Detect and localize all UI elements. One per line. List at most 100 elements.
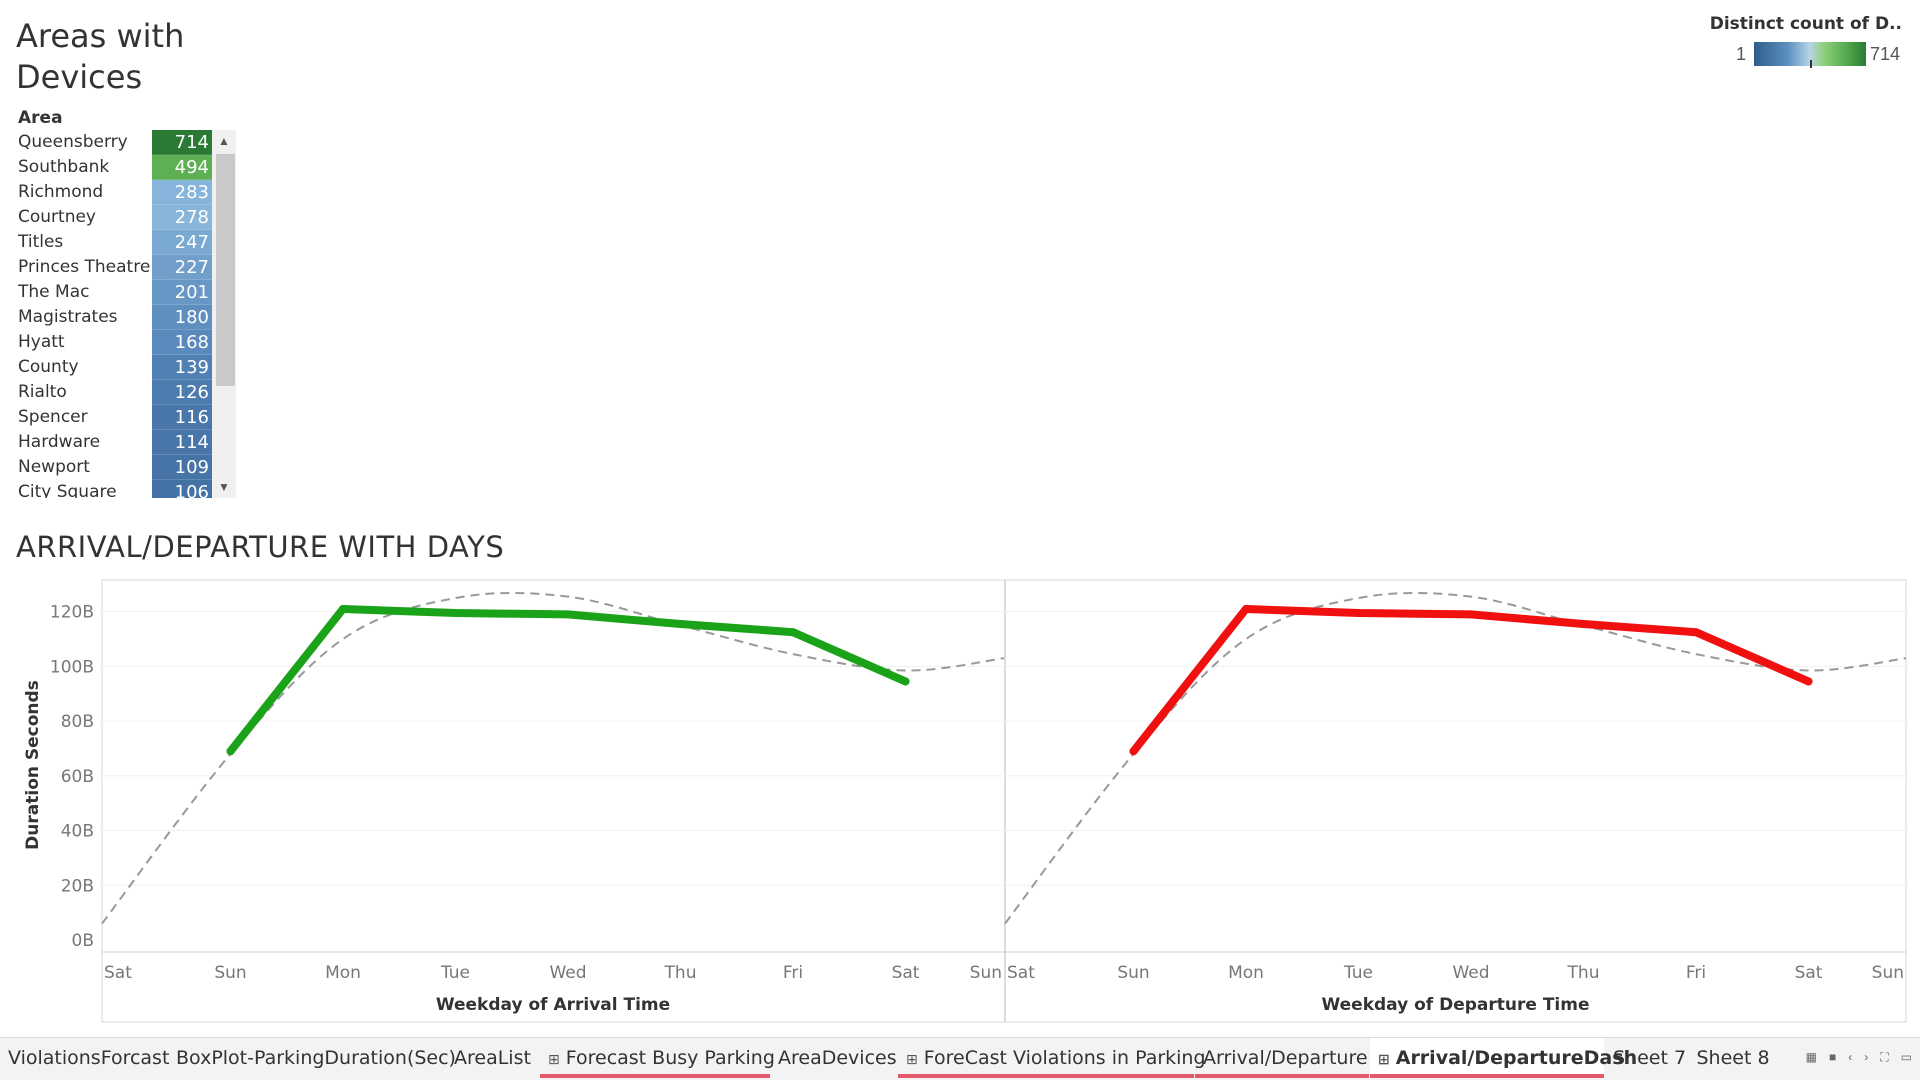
filmstrip-icon[interactable]: ▦ xyxy=(1805,1050,1817,1064)
area-row[interactable]: Hyatt 168 xyxy=(12,330,212,355)
sheet-tab[interactable]: BoxPlot-ParkingDuration(Sec) xyxy=(168,1038,456,1078)
sheet-tab[interactable]: AreaDevices xyxy=(770,1038,897,1078)
trend-line xyxy=(101,591,1005,925)
data-point xyxy=(1354,609,1363,618)
area-row[interactable]: Queensberry 714 xyxy=(12,130,212,155)
data-point xyxy=(789,628,797,637)
presentation-icon[interactable]: ▭ xyxy=(1900,1050,1912,1064)
sheet-tab-label: Arrival/Departure xyxy=(1203,1047,1368,1069)
area-name: Titles xyxy=(18,232,64,252)
area-row[interactable]: County 139 xyxy=(12,355,212,380)
sheet-tab[interactable]: ⊞ Forecast Busy Parking xyxy=(540,1038,775,1078)
scroll-right-icon[interactable]: › xyxy=(1864,1050,1869,1064)
area-device-count[interactable]: 126 xyxy=(152,380,212,405)
data-point xyxy=(901,677,910,686)
area-device-count[interactable]: 227 xyxy=(152,255,212,280)
sheet-tab[interactable]: AreaList xyxy=(446,1038,538,1078)
chevron-down-icon[interactable]: ▼ xyxy=(218,480,230,494)
area-device-count[interactable]: 714 xyxy=(152,130,212,155)
areas-sheet-title: Areas with Devices xyxy=(16,16,236,98)
x-tick-label: Sat xyxy=(1795,963,1823,983)
x-axis-title: Weekday of Arrival Time xyxy=(436,995,670,1015)
y-tick-label: 80B xyxy=(61,712,94,732)
x-tick-label: Thu xyxy=(1567,963,1600,983)
tab-controls: ▦ ■ ‹ › ⛶ ▭ xyxy=(1806,1050,1912,1070)
area-row[interactable]: City Square 106 xyxy=(12,480,212,498)
area-device-count[interactable]: 201 xyxy=(152,280,212,305)
x-tick-label: Sat xyxy=(104,963,132,983)
area-row[interactable]: Richmond 283 xyxy=(12,180,212,205)
x-axis-title: Weekday of Departure Time xyxy=(1321,995,1589,1015)
areas-title-line2: Devices xyxy=(16,58,143,96)
sheet-tab[interactable]: ViolationsForcast xyxy=(0,1038,169,1078)
area-name: Newport xyxy=(18,457,90,477)
y-tick-label: 0B xyxy=(72,931,94,951)
data-point xyxy=(1692,628,1700,637)
x-tick-label: Sun xyxy=(214,963,246,983)
area-row[interactable]: Spencer 116 xyxy=(12,405,212,430)
data-point xyxy=(1467,610,1475,619)
area-device-count[interactable]: 106 xyxy=(152,480,212,498)
data-point xyxy=(226,747,235,756)
area-name: Princes Theatre xyxy=(18,257,151,277)
area-row[interactable]: The Mac 201 xyxy=(12,280,212,305)
area-device-count[interactable]: 494 xyxy=(152,155,212,180)
area-row[interactable]: Southbank 494 xyxy=(12,155,212,180)
area-device-count[interactable]: 116 xyxy=(152,405,212,430)
arrival-duration-line xyxy=(226,604,910,756)
area-row[interactable]: Courtney 278 xyxy=(12,205,212,230)
sheet-tab-label: Sheet 7 xyxy=(1613,1047,1687,1069)
fullscreen-icon[interactable]: ⛶ xyxy=(1880,1050,1889,1064)
chevron-up-icon[interactable]: ▲ xyxy=(218,134,230,148)
area-device-count[interactable]: 247 xyxy=(152,230,212,255)
chart-frame xyxy=(101,579,1907,1023)
area-row[interactable]: Newport 109 xyxy=(12,455,212,480)
scroll-left-icon[interactable]: ‹ xyxy=(1848,1050,1853,1064)
area-row[interactable]: Hardware 114 xyxy=(12,430,212,455)
tab-view-icon[interactable]: ■ xyxy=(1829,1050,1837,1064)
sheet-tab[interactable]: ⊞ ForeCast Violations in Parking xyxy=(898,1038,1206,1078)
area-table[interactable]: Queensberry 714 Southbank 494 Richmond 283 Cou… xyxy=(12,130,236,498)
legend-tick xyxy=(1810,60,1812,68)
y-tick-label: 60B xyxy=(61,767,94,787)
area-row[interactable]: Princes Theatre 227 xyxy=(12,255,212,280)
area-device-count[interactable]: 168 xyxy=(152,330,212,355)
area-device-count[interactable]: 278 xyxy=(152,205,212,230)
area-device-count[interactable]: 109 xyxy=(152,455,212,480)
y-tick-label: 100B xyxy=(50,657,94,677)
scroll-thumb[interactable] xyxy=(216,154,235,386)
sheet-tab-label: AreaDevices xyxy=(778,1047,897,1069)
x-tick-label: Tue xyxy=(1343,963,1373,983)
legend-min-value: 1 xyxy=(1736,44,1747,64)
x-tick-label: Sun xyxy=(1117,963,1149,983)
area-device-count[interactable]: 139 xyxy=(152,355,212,380)
data-point xyxy=(451,609,460,618)
sheet-tab-label: Sheet 8 xyxy=(1696,1047,1770,1069)
sheet-tab-label: BoxPlot-ParkingDuration(Sec) xyxy=(176,1047,456,1069)
area-row[interactable]: Magistrates 180 xyxy=(12,305,212,330)
area-scrollbar[interactable]: ▲ ▼ xyxy=(212,130,236,498)
sheet-tab-bar: ▦ ■ ‹ › ⛶ ▭ ViolationsForcast BoxPlot-ParkingD… xyxy=(0,1037,1920,1080)
departure-duration-line xyxy=(1129,604,1813,756)
data-point xyxy=(1129,747,1138,756)
sheet-tab[interactable]: ⊞ Arrival/DepartureDash xyxy=(1370,1038,1637,1078)
sheet-tab[interactable]: Sheet 8 xyxy=(1688,1038,1778,1078)
area-name: Magistrates xyxy=(18,307,118,327)
area-row[interactable]: Rialto 126 xyxy=(12,380,212,405)
area-device-count[interactable]: 283 xyxy=(152,180,212,205)
area-device-count[interactable]: 180 xyxy=(152,305,212,330)
sheet-tab-label: AreaList xyxy=(454,1047,531,1069)
dashboard-icon: ⊞ xyxy=(548,1052,560,1068)
sheet-tab[interactable]: Arrival/Departure xyxy=(1195,1038,1369,1078)
x-tick-label: Wed xyxy=(549,963,586,983)
area-name: The Mac xyxy=(18,282,90,302)
sheet-tab[interactable]: Sheet 7 xyxy=(1605,1038,1687,1078)
area-name: Courtney xyxy=(18,207,96,227)
area-name: Hardware xyxy=(18,432,101,452)
area-device-count[interactable]: 114 xyxy=(152,430,212,455)
data-point xyxy=(564,610,572,619)
area-name: County xyxy=(18,357,79,377)
chart-title: ARRIVAL/DEPARTURE WITH DAYS xyxy=(16,530,505,564)
data-point xyxy=(1579,619,1588,628)
area-row[interactable]: Titles 247 xyxy=(12,230,212,255)
